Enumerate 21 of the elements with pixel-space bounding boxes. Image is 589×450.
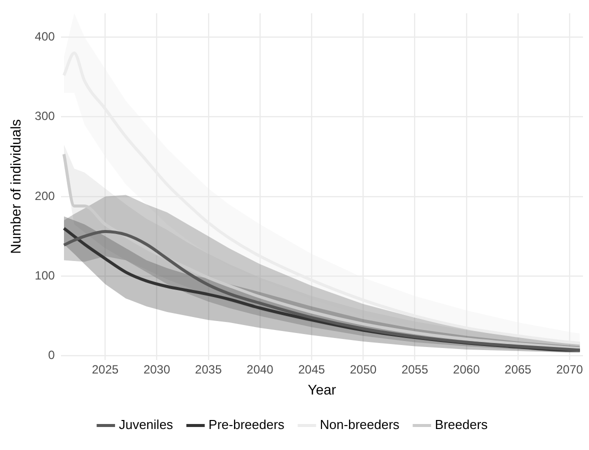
x-tick-label: 2035 [195,362,222,376]
x-tick-label: 2070 [556,362,584,376]
legend-label: Non-breeders [320,417,400,432]
x-tick-label: 2050 [350,362,377,376]
y-tick-label: 300 [34,109,56,124]
x-tick-label: 2040 [246,362,274,376]
x-tick-label: 2060 [453,362,480,376]
y-tick-label: 200 [34,188,56,203]
y-tick-label: 100 [34,268,56,282]
legend-label: Pre-breeders [208,417,285,432]
legend-label: Juveniles [118,417,174,432]
x-tick-label: 2030 [143,362,170,376]
y-tick-label: 0 [48,348,56,362]
x-axis-title: Year [308,381,336,398]
y-axis-title: Number of individuals [7,119,24,254]
y-tick-label: 400 [34,29,56,44]
x-tick-label: 2025 [92,362,119,376]
x-tick-label: 2055 [401,362,428,376]
x-tick-label: 2045 [298,362,326,376]
legend-label: Breeders [434,417,488,432]
x-tick-label: 2065 [504,362,532,376]
